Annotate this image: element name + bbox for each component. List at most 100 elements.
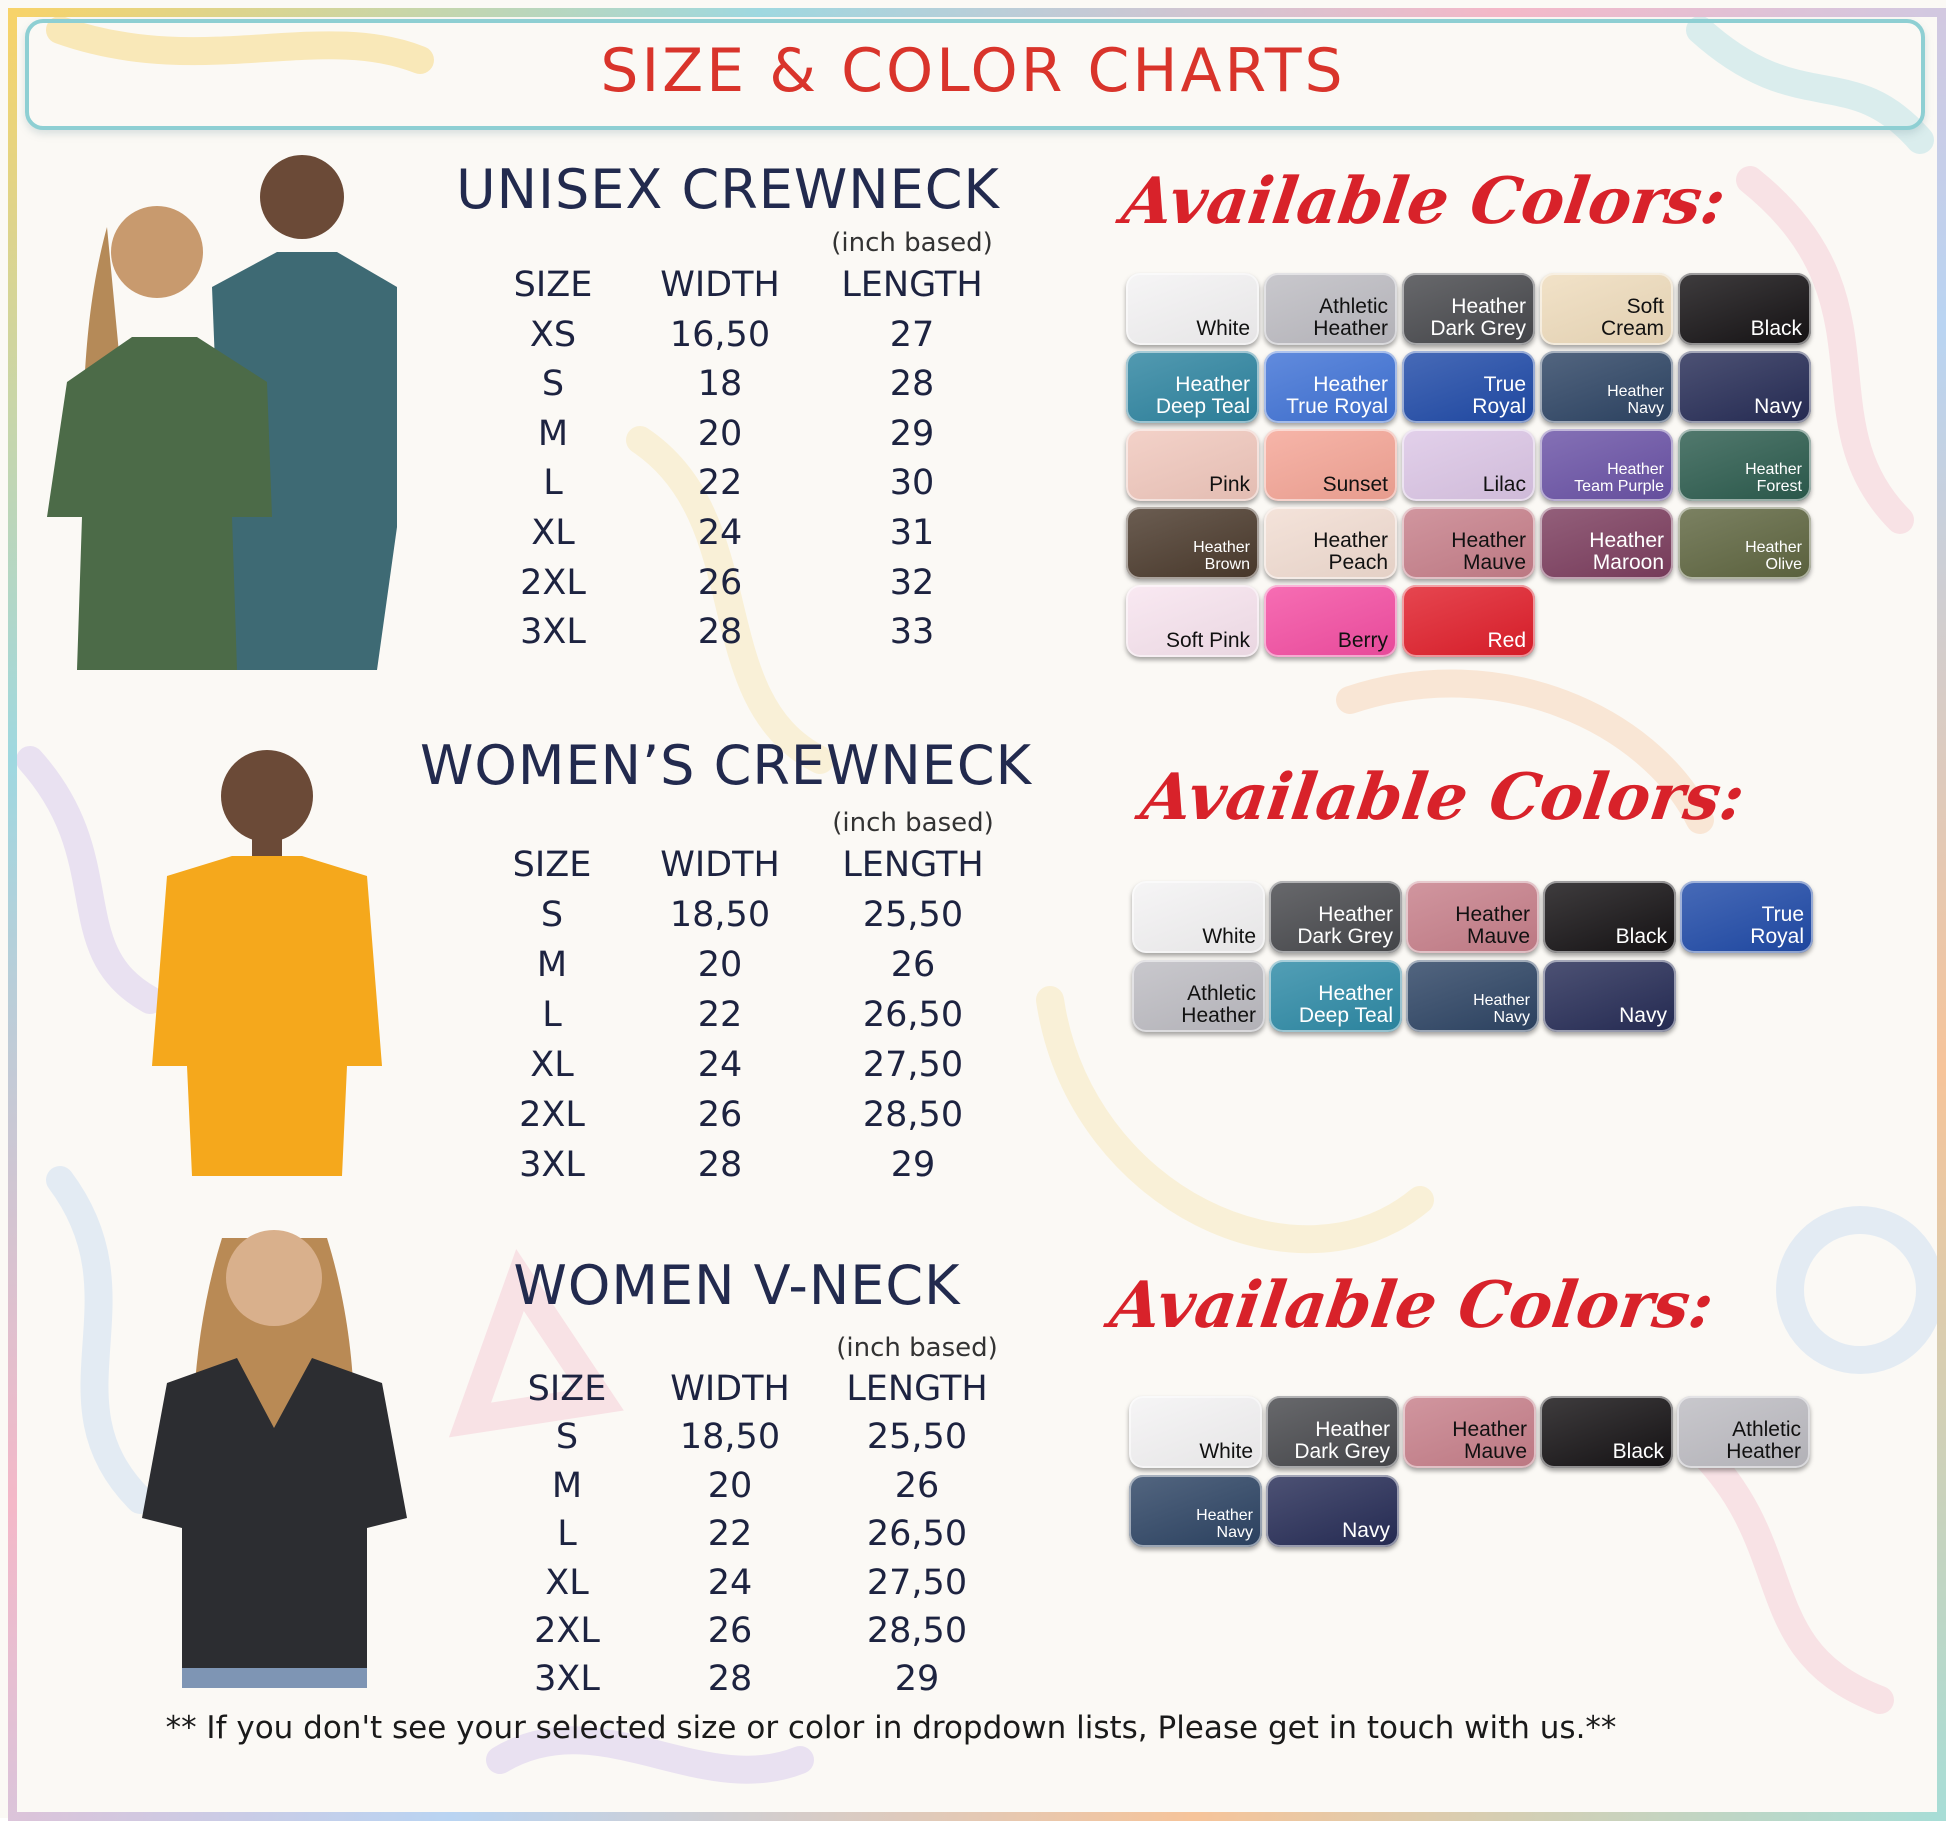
swatch-label-line: Dark Grey [1430, 316, 1526, 340]
table-cell: L [557, 1514, 577, 1555]
color-swatch: Heather Dark Grey [1269, 881, 1402, 953]
table-cell: 18,50 [679, 1417, 781, 1458]
swatch-label-line: Heather [1196, 1507, 1253, 1525]
swatch-label-line: Pink [1209, 472, 1250, 496]
swatch-label: Heather Mauve [1451, 529, 1526, 574]
swatch-label: Black [1616, 925, 1667, 948]
table-cell: XL [531, 513, 575, 553]
swatch-label-line: Team Purple [1574, 478, 1664, 496]
column-header: LENGTH [842, 845, 984, 885]
swatch-label-line: Heather [1607, 461, 1664, 479]
swatch-label-line: Heather [1313, 528, 1388, 552]
color-swatch: Navy [1678, 351, 1811, 423]
table-cell: 28,50 [866, 1611, 968, 1651]
swatch-label-line: White [1199, 1439, 1253, 1463]
table-cell: 22 [707, 1514, 753, 1555]
swatch-label: Pink [1209, 472, 1250, 496]
swatch-label: Athletic Heather [1313, 295, 1388, 340]
table-cell: 27,50 [866, 1562, 968, 1603]
table-cell: 33 [889, 612, 935, 653]
color-swatch: Heather Forest [1678, 429, 1811, 501]
color-swatch: Heather Mauve [1402, 507, 1535, 579]
swatch-label: Heather Deep Teal [1156, 373, 1250, 418]
column-header: SIZE [513, 265, 593, 305]
swatch-label: White [1196, 316, 1250, 340]
table-cell: 28 [889, 364, 935, 405]
table-cell: 26 [707, 1611, 753, 1651]
swatch-label-line: Forest [1756, 478, 1802, 496]
swatch-label-line: Navy [1619, 1003, 1667, 1027]
color-swatch: White [1132, 881, 1265, 953]
swatch-label-line: Sunset [1322, 472, 1388, 496]
swatch-label-line: Peach [1328, 550, 1388, 574]
column-header: WIDTH [660, 845, 780, 885]
color-swatch: Navy [1266, 1475, 1399, 1547]
unit-note: (inch based) [832, 808, 994, 838]
swatch-label: Berry [1338, 629, 1388, 652]
swatch-label: Heather Navy [1196, 1508, 1253, 1542]
table-cell: S [541, 364, 565, 405]
table-cell: 26 [697, 1095, 743, 1135]
swatch-label: White [1202, 924, 1256, 948]
table-cell: 25,50 [862, 895, 964, 935]
swatch-label-line: White [1202, 924, 1256, 948]
swatch-label: Heather Dark Grey [1430, 294, 1526, 340]
swatch-label-line: Deep Teal [1298, 1003, 1393, 1027]
table-cell: 32 [889, 562, 935, 603]
table-cell: 29 [894, 1659, 940, 1700]
swatch-label: Black [1751, 317, 1802, 340]
swatch-label-line: Heather [1193, 539, 1250, 557]
table-cell: 26,50 [866, 1514, 968, 1555]
swatch-label-line: Navy [1627, 400, 1664, 418]
color-swatch: Berry [1264, 585, 1397, 657]
swatch-label: Navy [1619, 1003, 1667, 1027]
table-cell: M [536, 945, 568, 985]
swatch-label-line: Heather [1452, 1417, 1527, 1441]
table-cell: S [540, 895, 564, 935]
color-swatch: Heather Mauve [1403, 1396, 1536, 1468]
swatch-label-line: Heather [1181, 1003, 1256, 1027]
table-cell: 31 [889, 513, 935, 553]
swatch-label-line: Heather [1451, 294, 1526, 318]
swatch-label-line: Lilac [1482, 472, 1526, 496]
swatch-label-line: Mauve [1462, 550, 1526, 574]
swatch-label-line: True [1761, 902, 1804, 926]
swatch-label: Heather Dark Grey [1294, 1418, 1390, 1463]
table-cell: 20 [707, 1465, 753, 1506]
swatch-label: Sunset [1322, 472, 1388, 496]
table-cell: 22 [697, 463, 743, 504]
swatch-label-line: Dark Grey [1297, 924, 1393, 948]
color-swatch: Heather Dark Grey [1266, 1396, 1399, 1468]
table-cell: 24 [707, 1562, 753, 1603]
color-swatch: Athletic Heather [1132, 960, 1265, 1032]
swatch-label: Heather Team Purple [1574, 462, 1664, 496]
swatch-label-line: Brown [1204, 556, 1250, 574]
swatch-label: Heather Forest [1745, 462, 1802, 496]
color-swatch: Heather Brown [1126, 507, 1259, 579]
swatch-label-line: Royal [1750, 924, 1804, 948]
section-title: WOMEN’S CREWNECK [420, 734, 1032, 797]
swatch-label-line: Royal [1472, 394, 1526, 418]
color-swatch: Soft Pink [1126, 585, 1259, 657]
swatch-label-line: Navy [1493, 1009, 1530, 1027]
section-title: WOMEN V-NECK [513, 1254, 961, 1317]
color-swatch: White [1126, 273, 1259, 345]
column-header: LENGTH [841, 265, 983, 305]
color-swatch: True Royal [1402, 351, 1535, 423]
color-swatch: Heather Deep Teal [1269, 960, 1402, 1032]
swatch-label-line: Heather [1726, 1439, 1801, 1463]
swatch-label-line: Heather [1455, 902, 1530, 926]
table-cell: 30 [889, 463, 935, 504]
table-cell: 27,50 [862, 1045, 964, 1085]
table-cell: 24 [697, 1045, 743, 1085]
swatch-label-line: White [1196, 316, 1250, 340]
swatch-label-line: Heather [1318, 902, 1393, 926]
color-swatch: Heather Olive [1678, 507, 1811, 579]
color-swatch: Pink [1126, 429, 1259, 501]
swatch-label: Athletic Heather [1181, 982, 1256, 1027]
swatch-label-line: True Royal [1286, 394, 1388, 418]
swatch-label-line: Navy [1754, 394, 1802, 418]
swatch-label-line: Heather [1745, 461, 1802, 479]
color-swatch: Heather Navy [1540, 351, 1673, 423]
swatch-label-line: Mauve [1463, 1439, 1527, 1463]
